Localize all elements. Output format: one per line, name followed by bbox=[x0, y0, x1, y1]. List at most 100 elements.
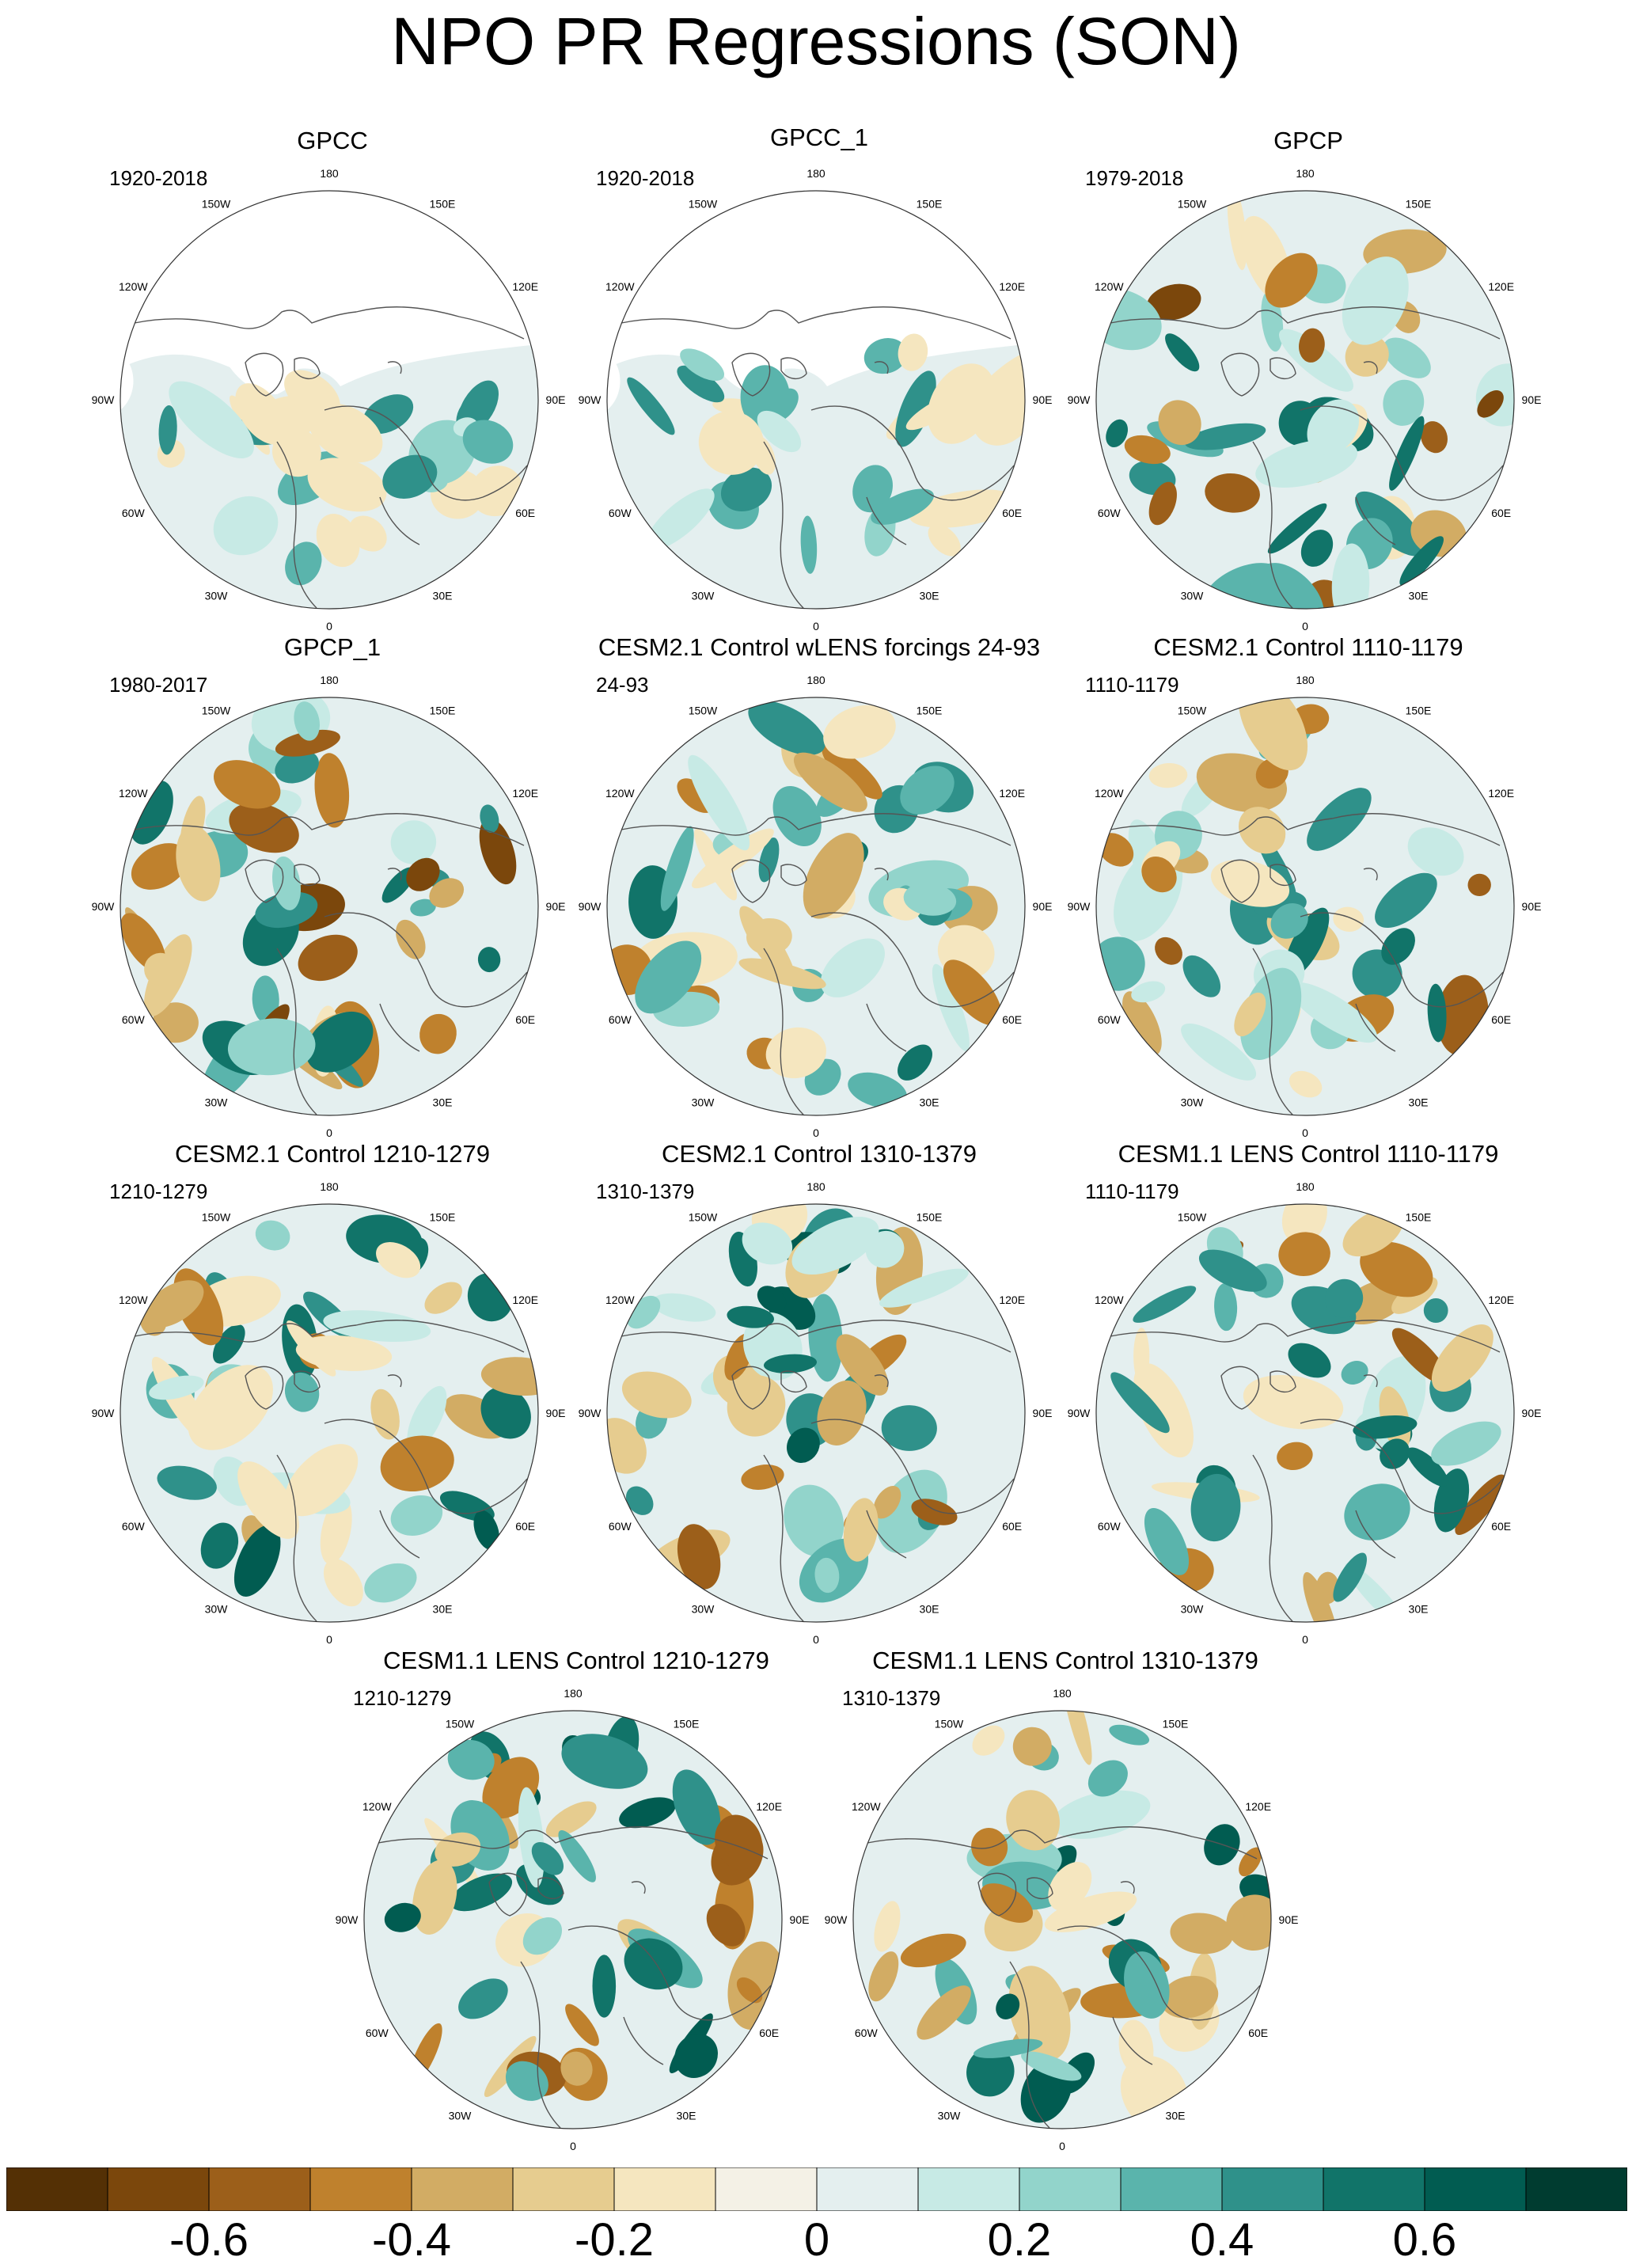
longitude-label: 30E bbox=[1409, 1603, 1429, 1616]
anomaly-blob bbox=[980, 1883, 1034, 1923]
anomaly-blob bbox=[943, 959, 1002, 1026]
longitude-label: 180 bbox=[807, 167, 825, 180]
anomaly-blob bbox=[911, 1499, 958, 1525]
coastline bbox=[567, 1925, 772, 2021]
anomaly-blob bbox=[1165, 333, 1200, 372]
longitude-label: 90E bbox=[790, 1913, 810, 1926]
anomaly-blob bbox=[1131, 981, 1166, 1003]
anomaly-blob bbox=[149, 1375, 204, 1400]
anomaly-blob bbox=[1341, 1361, 1368, 1385]
anomaly-blob bbox=[660, 826, 694, 911]
panel-title: CESM2.1 Control 1310-1379 bbox=[661, 1140, 977, 1168]
longitude-label: 60W bbox=[366, 2027, 389, 2039]
anomaly-blob bbox=[200, 1522, 239, 1569]
regression-field bbox=[120, 191, 538, 609]
longitude-label: 150E bbox=[1406, 1210, 1432, 1223]
panel-title: CESM2.1 Control wLENS forcings 24-93 bbox=[598, 633, 1041, 661]
longitude-label: 60E bbox=[1002, 507, 1022, 519]
panel-title: GPCC_1 bbox=[769, 123, 869, 151]
longitude-label: 150W bbox=[935, 1717, 964, 1730]
longitude-label: 150W bbox=[689, 704, 718, 716]
anomaly-blob bbox=[787, 1427, 820, 1463]
coastline bbox=[621, 813, 1011, 846]
panel-period: 1920-2018 bbox=[596, 166, 695, 190]
coastline bbox=[867, 1826, 1258, 1860]
longitude-label: 90W bbox=[92, 900, 116, 913]
regression-field bbox=[607, 191, 1025, 609]
anomaly-blob bbox=[362, 394, 414, 435]
anomaly-blob bbox=[1048, 1862, 1092, 1911]
map-boundary bbox=[1095, 697, 1515, 1116]
anomaly-blob bbox=[545, 1801, 597, 1837]
longitude-label: 0 bbox=[326, 1633, 332, 1646]
anomaly-blob bbox=[1360, 1241, 1433, 1297]
longitude-label: 90E bbox=[546, 1407, 566, 1419]
colorbar-swatch bbox=[208, 2167, 311, 2211]
panel-period: 1980-2017 bbox=[109, 673, 208, 697]
longitude-label: 180 bbox=[320, 1180, 339, 1193]
panel-gpcp: GPCP 1979-2018 180 150E 120E 90E 60E 30E 0 30W 6… bbox=[1063, 125, 1554, 633]
anomaly-blob bbox=[1021, 2051, 1082, 2081]
colorbar-tick-label: -0.6 bbox=[169, 2214, 249, 2266]
coastline bbox=[245, 859, 321, 903]
polar-map: 180 150E 120E 90E 60E 30E 0 30W 60W 90W 120W 150W bbox=[336, 1687, 810, 2152]
anomaly-blob bbox=[1383, 337, 1431, 378]
coastline bbox=[1252, 441, 1293, 609]
anomaly-blob bbox=[1063, 1711, 1092, 1765]
longitude-label: 180 bbox=[320, 167, 339, 180]
longitude-label: 120E bbox=[756, 1800, 782, 1813]
regression-field bbox=[120, 697, 538, 1115]
regression-field bbox=[607, 1204, 1025, 1622]
anomaly-blob bbox=[1265, 253, 1318, 308]
anomaly-blob bbox=[793, 752, 867, 812]
anomaly-blob bbox=[412, 1860, 457, 1935]
anomaly-blob bbox=[1353, 1415, 1418, 1439]
colorbar-swatch bbox=[6, 2167, 108, 2211]
colorbar-swatch bbox=[816, 2167, 919, 2211]
panel-period: 1210-1279 bbox=[109, 1180, 208, 1203]
anomaly-blob bbox=[188, 1365, 273, 1450]
coastline bbox=[1252, 948, 1293, 1115]
panel-cesm1-1210: CESM1.1 LENS Control 1210-1279 1210-1279… bbox=[331, 1645, 822, 2152]
anomaly-blob bbox=[396, 919, 426, 959]
regression-field bbox=[1096, 1204, 1514, 1622]
anomaly-blob bbox=[803, 833, 864, 919]
longitude-label: 150E bbox=[917, 1210, 943, 1223]
anomaly-blob bbox=[843, 1498, 879, 1562]
anomaly-blob bbox=[784, 1484, 844, 1557]
longitude-label: 60E bbox=[515, 1520, 535, 1533]
anomaly-blob bbox=[271, 427, 321, 477]
anomaly-blob bbox=[927, 363, 996, 444]
longitude-label: 60W bbox=[609, 1520, 632, 1533]
anomaly-blob bbox=[229, 802, 299, 853]
regression-field bbox=[1096, 697, 1514, 1115]
panel-period: 1920-2018 bbox=[109, 166, 208, 190]
longitude-label: 90E bbox=[546, 900, 566, 913]
anomaly-blob bbox=[1226, 1894, 1271, 1951]
anomaly-blob bbox=[480, 1386, 531, 1439]
anomaly-blob bbox=[1431, 1421, 1501, 1466]
anomaly-blob bbox=[758, 838, 780, 883]
anomaly-blob bbox=[233, 1525, 281, 1597]
anomaly-blob bbox=[237, 1461, 299, 1539]
colorbar-tick-label: 0.2 bbox=[987, 2214, 1052, 2266]
anomaly-blob bbox=[1267, 503, 1327, 554]
longitude-label: 30W bbox=[1181, 1096, 1205, 1109]
anomaly-blob bbox=[316, 514, 360, 568]
anomaly-blob bbox=[680, 348, 725, 382]
anomaly-blob bbox=[974, 2038, 1043, 2058]
anomaly-blob bbox=[646, 488, 715, 550]
anomaly-blob bbox=[865, 1230, 905, 1268]
longitude-label: 120E bbox=[512, 787, 538, 800]
panel-title: GPCP bbox=[1273, 127, 1343, 154]
anomaly-blob bbox=[213, 760, 281, 809]
anomaly-blob bbox=[1406, 1447, 1448, 1487]
anomaly-blob bbox=[917, 1985, 971, 2040]
panel-title: CESM1.1 LENS Control 1110-1179 bbox=[1118, 1140, 1499, 1168]
anomaly-blob bbox=[560, 2051, 593, 2086]
anomaly-blob bbox=[384, 1902, 421, 1932]
anomaly-blob bbox=[213, 496, 279, 556]
longitude-label: 120W bbox=[1095, 787, 1124, 800]
polar-map: 180 150E 120E 90E 60E 30E 0 30W 60W 90W 120W 150W bbox=[92, 674, 566, 1139]
anomaly-blob bbox=[1133, 1363, 1194, 1458]
